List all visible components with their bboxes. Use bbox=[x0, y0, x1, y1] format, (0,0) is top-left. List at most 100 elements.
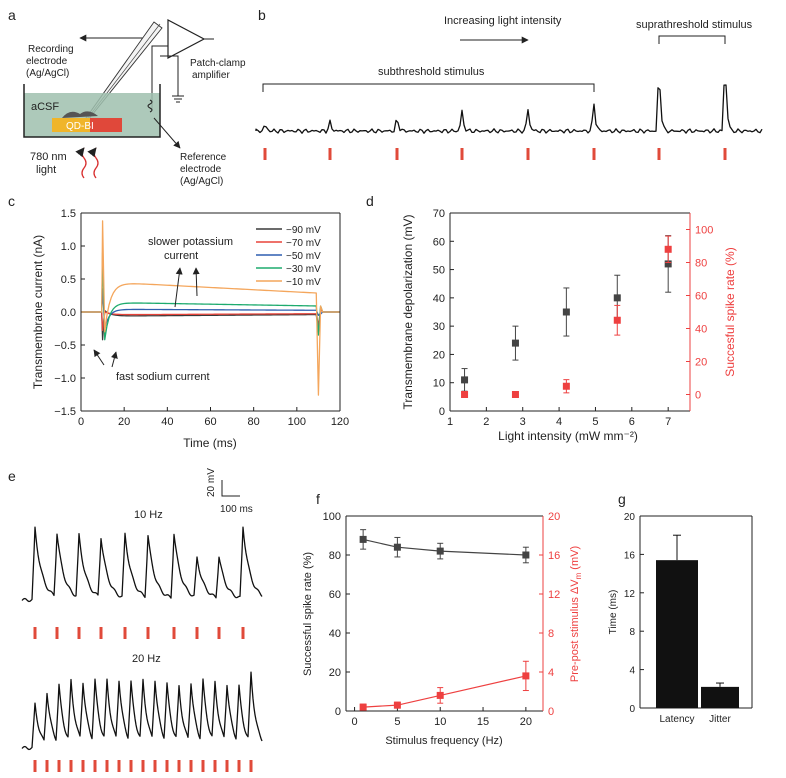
f-x-tick-label: 15 bbox=[477, 716, 489, 728]
e-stimulus-marker bbox=[172, 627, 176, 639]
g-y-tick-label: 16 bbox=[624, 550, 636, 561]
c-y-tick-label: 1.0 bbox=[61, 241, 76, 253]
scale-bar-voltage: 20 mV bbox=[206, 468, 217, 497]
f-x-tick-label: 20 bbox=[520, 716, 532, 728]
c-x-tick-label: 40 bbox=[161, 416, 173, 428]
potassium-arrow-2 bbox=[192, 267, 200, 297]
increasing-light-label: Increasing light intensity bbox=[444, 15, 562, 27]
f-y2-tick-label: 20 bbox=[548, 511, 560, 523]
amplifier-icon bbox=[167, 19, 206, 59]
e-stimulus-marker bbox=[123, 627, 127, 639]
amplifier-label-1: Patch-clamp bbox=[190, 58, 246, 69]
d-y-tick-label: 0 bbox=[439, 406, 445, 418]
d-y-tick-label: 60 bbox=[433, 236, 445, 248]
f-point bbox=[522, 551, 530, 559]
panel-g: g 0 4 8 12 16 20 Latency Jitter Time (ms) bbox=[608, 491, 753, 725]
ground-wire bbox=[160, 55, 179, 96]
d-x-label: Light intensity (mW mm⁻²) bbox=[498, 429, 638, 443]
e-stimulus-marker bbox=[33, 627, 37, 639]
reference-electrode-arrow bbox=[153, 117, 181, 149]
f-point bbox=[436, 691, 444, 699]
f-y2-tick-label: 4 bbox=[548, 667, 554, 679]
f-y-tick-label: 80 bbox=[329, 550, 341, 562]
current-traces bbox=[81, 220, 340, 396]
e-stimulus-marker bbox=[105, 760, 109, 772]
e-stimulus-marker bbox=[201, 760, 205, 772]
f-y-tick-label: 20 bbox=[329, 667, 341, 679]
d-point bbox=[562, 382, 570, 390]
panel-e: e 20 mV 100 ms 10 Hz 20 Hz bbox=[8, 468, 263, 772]
e-stimulus-marker bbox=[146, 627, 150, 639]
e-stimulus-marker bbox=[237, 760, 241, 772]
g-y-tick-label: 20 bbox=[624, 512, 636, 523]
f-point bbox=[359, 703, 367, 711]
e-stimulus-marker bbox=[99, 627, 103, 639]
d-x-tick-label: 5 bbox=[592, 416, 598, 428]
g-y-tick-label: 8 bbox=[629, 627, 635, 638]
panel-label-f: f bbox=[316, 491, 320, 507]
sodium-arrow-1 bbox=[93, 349, 105, 366]
c-legend: −90 mV −70 mV −50 mV −30 mV −10 mV bbox=[256, 225, 321, 288]
c-y-tick-label: 0.0 bbox=[61, 307, 76, 319]
c-legend-label: −70 mV bbox=[286, 238, 321, 249]
f-point bbox=[436, 547, 444, 555]
d-point bbox=[511, 339, 519, 347]
d-y-tick-label: 30 bbox=[433, 321, 445, 333]
d-point bbox=[664, 245, 672, 253]
f-x-tick-label: 5 bbox=[394, 716, 400, 728]
f-y2-label: Pre-post stimulus ΔVm (mV) bbox=[569, 546, 583, 682]
d-y-tick-label: 10 bbox=[433, 378, 445, 390]
panel-b: b Increasing light intensity suprathresh… bbox=[255, 7, 763, 160]
trace-10hz bbox=[21, 526, 263, 603]
c-x-tick-label: 0 bbox=[78, 416, 84, 428]
d-y2-tick-label: 20 bbox=[695, 357, 707, 369]
c-y-tick-label: −0.5 bbox=[54, 340, 76, 352]
d-y-label: Transmembrane depolarization (mV) bbox=[401, 215, 415, 410]
c-y-tick-label: 0.5 bbox=[61, 274, 76, 286]
d-point bbox=[664, 260, 672, 268]
d-x-tick-label: 6 bbox=[629, 416, 635, 428]
f-series-line bbox=[363, 675, 527, 708]
d-y2-label: Succesful spike rate (%) bbox=[723, 247, 737, 376]
c-legend-label: −90 mV bbox=[286, 225, 321, 236]
f-y2-label-main: Pre-post stimulus ΔV bbox=[569, 579, 581, 682]
f-series-line bbox=[362, 538, 526, 556]
panel-c: c 0 20 40 60 80 100 120 −1.5 −1.0 −0.5 0.0 0.5 1.0 1.… bbox=[8, 193, 349, 450]
e-stimulus-marker bbox=[153, 760, 157, 772]
f-y-tick-label: 0 bbox=[335, 706, 341, 718]
f-x-tick-label: 10 bbox=[434, 716, 446, 728]
d-y-tick-label: 20 bbox=[433, 349, 445, 361]
subthreshold-bracket bbox=[262, 83, 595, 92]
panel-label-a: a bbox=[8, 7, 16, 23]
neuron-icon bbox=[62, 111, 98, 118]
d-x-tick-label: 3 bbox=[520, 416, 526, 428]
g-y-tick-label: 12 bbox=[624, 589, 636, 600]
d-x-tick-label: 7 bbox=[665, 416, 671, 428]
f-point bbox=[393, 701, 401, 709]
c-x-tick-label: 100 bbox=[288, 416, 306, 428]
c-legend-label: −50 mV bbox=[286, 251, 321, 262]
stimulus-markers bbox=[263, 148, 727, 160]
suprathreshold-bracket bbox=[658, 35, 726, 44]
f-x-label: Stimulus frequency (Hz) bbox=[385, 735, 502, 747]
trace-20hz-label: 20 Hz bbox=[132, 653, 161, 665]
d-point bbox=[461, 376, 469, 384]
g-category-label: Latency bbox=[659, 714, 694, 725]
potassium-arrow-1 bbox=[174, 267, 183, 308]
e-stimulus-marker bbox=[33, 760, 37, 772]
scale-bar bbox=[221, 480, 240, 497]
b-stimulus-marker bbox=[526, 148, 530, 160]
recording-electrode-label-1: Recording bbox=[28, 44, 74, 55]
f-y2-label-sub: m bbox=[574, 572, 583, 579]
f-y2-tick-label: 16 bbox=[548, 550, 560, 562]
trace-20hz bbox=[21, 671, 263, 751]
e-stimulus-marker bbox=[213, 760, 217, 772]
reference-wire bbox=[151, 45, 168, 110]
sodium-arrow-2 bbox=[110, 351, 118, 368]
f-data-points bbox=[359, 529, 530, 711]
c-y-tick-label: −1.5 bbox=[54, 406, 76, 418]
e-stimulus-marker bbox=[177, 760, 181, 772]
light-ray-2 bbox=[87, 147, 99, 179]
g-y-tick-label: 0 bbox=[629, 704, 635, 715]
